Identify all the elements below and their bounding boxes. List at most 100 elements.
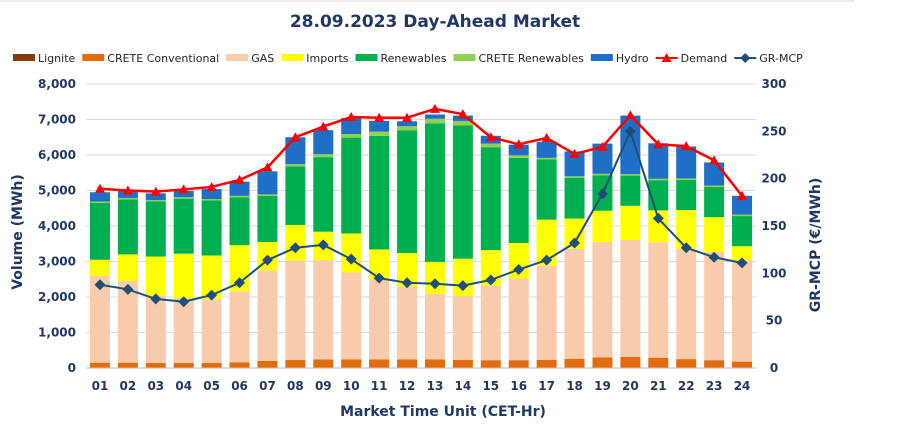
x-tick-label: 23 bbox=[706, 379, 723, 393]
bar-imports bbox=[564, 218, 585, 249]
bar-renewables bbox=[676, 179, 697, 211]
bar-imports bbox=[536, 219, 557, 266]
bar-crete-conventional bbox=[620, 356, 641, 368]
bar-renewables bbox=[536, 159, 557, 220]
legend-label-imports: Imports bbox=[306, 52, 349, 65]
legend-swatch-crete-conventional bbox=[82, 54, 105, 61]
legend-swatch-crete-renewables bbox=[453, 54, 476, 61]
bar-renewables bbox=[369, 135, 390, 250]
marker-gr-mcp bbox=[541, 254, 553, 266]
bar-crete-conventional bbox=[89, 362, 110, 368]
bar-renewables bbox=[704, 186, 725, 218]
x-tick-label: 13 bbox=[427, 379, 444, 393]
bar-imports bbox=[732, 246, 753, 261]
marker-gr-mcp bbox=[680, 242, 692, 254]
bar-crete-conventional bbox=[145, 363, 166, 368]
x-tick-label: 15 bbox=[482, 379, 499, 393]
bar-crete-conventional bbox=[201, 363, 222, 368]
bar-imports bbox=[89, 259, 110, 276]
bar-crete-renewables bbox=[480, 143, 501, 148]
bar-gas bbox=[173, 298, 194, 364]
bar-imports bbox=[201, 255, 222, 300]
bar-crete-conventional bbox=[564, 358, 585, 368]
marker-gr-mcp bbox=[206, 289, 218, 301]
bar-crete-conventional bbox=[313, 359, 334, 368]
bar-renewables bbox=[452, 125, 473, 259]
bar-hydro bbox=[620, 115, 641, 175]
bar-renewables bbox=[313, 157, 334, 232]
marker-demand bbox=[402, 112, 413, 122]
bar-imports bbox=[480, 250, 501, 286]
marker-gr-mcp bbox=[569, 237, 581, 249]
bar-imports bbox=[369, 249, 390, 280]
marker-demand bbox=[541, 132, 552, 142]
bar-gas bbox=[452, 295, 473, 360]
bar-crete-renewables bbox=[89, 201, 110, 203]
bar-crete-conventional bbox=[285, 359, 306, 368]
x-axis-title: Market Time Unit (CET-Hr) bbox=[340, 404, 546, 420]
marker-demand bbox=[513, 139, 524, 149]
marker-demand bbox=[457, 109, 468, 119]
x-tick-label: 05 bbox=[203, 379, 220, 393]
bar-hydro bbox=[508, 144, 529, 156]
bar-crete-conventional bbox=[508, 360, 529, 368]
x-tick-label: 08 bbox=[287, 379, 304, 393]
bar-crete-renewables bbox=[229, 195, 250, 198]
marker-demand bbox=[681, 141, 692, 151]
y-tick-label: 6,000 bbox=[38, 148, 76, 162]
bar-gas bbox=[341, 272, 362, 360]
bar-renewables bbox=[480, 147, 501, 251]
y2-tick-label: 50 bbox=[766, 314, 783, 328]
bar-crete-renewables bbox=[397, 126, 418, 131]
marker-gr-mcp bbox=[652, 212, 664, 224]
bar-crete-renewables bbox=[145, 200, 166, 202]
legend-swatch-lignite bbox=[13, 54, 35, 61]
marker-demand bbox=[625, 110, 636, 120]
y2-tick-label: 0 bbox=[770, 361, 778, 375]
bar-renewables bbox=[285, 166, 306, 225]
legend-label-demand: Demand bbox=[681, 52, 728, 65]
legend-swatch-hydro bbox=[590, 54, 613, 61]
marker-demand bbox=[318, 121, 329, 131]
x-tick-label: 10 bbox=[343, 379, 360, 393]
bar-crete-renewables bbox=[732, 214, 753, 217]
y-tick-label: 0 bbox=[68, 361, 76, 375]
bar-crete-renewables bbox=[452, 120, 473, 126]
bar-hydro bbox=[201, 189, 222, 200]
bar-gas bbox=[564, 248, 585, 359]
marker-gr-mcp bbox=[429, 278, 441, 290]
bar-renewables bbox=[564, 177, 585, 219]
bar-crete-renewables bbox=[117, 197, 138, 200]
x-tick-label: 07 bbox=[259, 379, 276, 393]
bar-crete-conventional bbox=[173, 363, 194, 368]
legend-label-renewables: Renewables bbox=[381, 52, 447, 65]
bar-gas bbox=[648, 242, 669, 358]
marker-demand bbox=[122, 185, 133, 195]
marker-gr-mcp bbox=[708, 251, 720, 263]
marker-demand bbox=[262, 162, 273, 172]
bar-renewables bbox=[397, 130, 418, 253]
bar-crete-renewables bbox=[313, 154, 334, 158]
bar-crete-conventional bbox=[424, 359, 445, 368]
bar-imports bbox=[145, 256, 166, 296]
x-tick-label: 14 bbox=[455, 379, 472, 393]
bar-gas bbox=[508, 278, 529, 361]
bar-crete-conventional bbox=[341, 359, 362, 368]
line-gr-mcp bbox=[99, 128, 743, 303]
y-tick-label: 7,000 bbox=[38, 113, 76, 127]
bar-gas bbox=[117, 281, 138, 363]
marker-gr-mcp bbox=[261, 254, 273, 266]
marker-demand bbox=[374, 112, 385, 122]
bar-gas bbox=[257, 270, 278, 361]
bar-imports bbox=[397, 252, 418, 287]
y2-tick-label: 300 bbox=[761, 77, 786, 91]
axes: 0 1,000 2,000 3,000 4,000 5,000 6,000 7,000 8,00… bbox=[38, 77, 787, 393]
bar-hydro bbox=[89, 192, 110, 202]
bar-renewables bbox=[424, 123, 445, 262]
y-tick-label: 5,000 bbox=[38, 184, 76, 198]
chart-title: 28.09.2023 Day-Ahead Market bbox=[290, 12, 580, 32]
bar-renewables bbox=[229, 197, 250, 246]
bar-hydro bbox=[173, 190, 194, 198]
y2-tick-label: 100 bbox=[761, 266, 786, 280]
bar-imports bbox=[676, 210, 697, 250]
